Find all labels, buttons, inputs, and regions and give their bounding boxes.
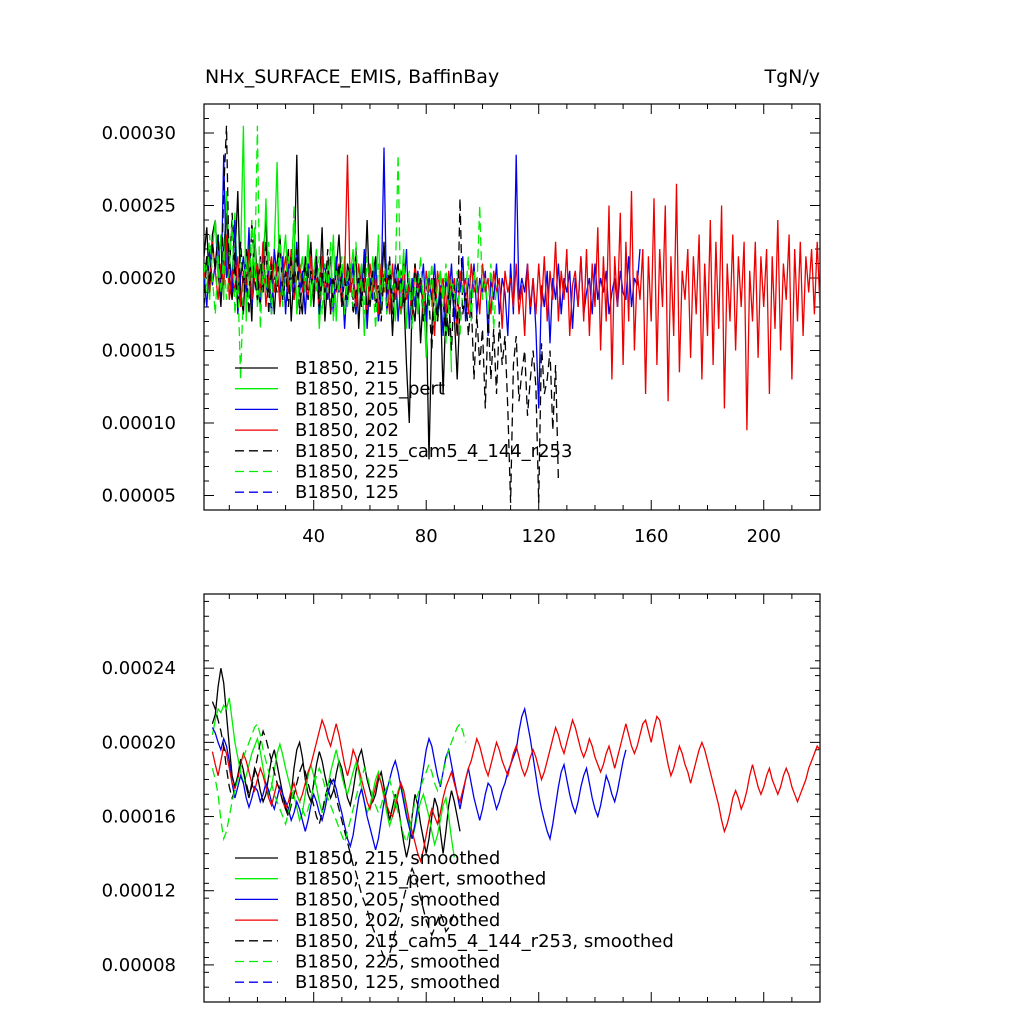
series-line-3 [204,154,820,431]
bottom-plot-frame [203,593,821,1003]
legend-label: B1850, 205, smoothed [295,889,500,910]
bottom-axis-ticks: 0.00008 0.00012 0.00016 0.00020 0.00024 [102,594,821,1003]
top-axis-ticks: 0.00005 0.00010 0.00015 0.00020 0.00025 0.000… [102,103,821,547]
x-tick-label: 160 [634,526,668,547]
series-line-4 [211,701,458,968]
legend-label: B1850, 215_cam5_4_144_r253 [295,441,572,462]
figure-title: NHx_SURFACE_EMIS, BaffinBay [205,66,499,88]
top-panel: 0.00005 0.00010 0.00015 0.00020 0.00025 0.000… [102,103,821,547]
x-tick-label: 120 [522,526,556,547]
legend-label: B1850, 202, smoothed [295,910,500,931]
y-tick-label: 0.00016 [102,807,176,828]
y-tick-label: 0.00010 [102,413,176,434]
y-tick-label: 0.00024 [102,658,176,679]
y-tick-label: 0.00020 [102,732,176,753]
legend-label: B1850, 225 [295,462,399,483]
series-line-5 [211,722,467,845]
legend-label: B1850, 215_cam5_4_144_r253, smoothed [295,931,674,952]
legend-label: B1850, 205 [295,399,399,420]
legend-label: B1850, 215_pert [295,379,445,400]
series-line-3 [211,714,820,864]
y-tick-label: 0.00020 [102,268,176,289]
y-tick-label: 0.00005 [102,486,176,507]
y-tick-label: 0.00025 [102,196,176,217]
top-series-group [204,125,820,503]
legend-label: B1850, 215_pert, smoothed [295,869,546,890]
y-tick-label: 0.00008 [102,955,176,976]
x-tick-label: 80 [415,526,438,547]
legend-label: B1850, 202 [295,420,399,441]
series-line-4 [204,125,560,503]
y-tick-label: 0.00012 [102,881,176,902]
legend-label: B1850, 225, smoothed [295,952,500,973]
figure-units: TgN/y [763,66,820,88]
y-tick-label: 0.00030 [102,123,176,144]
legend-label: B1850, 215, smoothed [295,848,500,869]
series-line-5 [204,125,498,380]
bottom-panel: 0.00008 0.00012 0.00016 0.00020 0.00024 B185… [102,593,821,1003]
series-line-1 [211,697,455,858]
y-tick-label: 0.00015 [102,341,176,362]
legend-label: B1850, 125, smoothed [295,972,500,993]
legend-label: B1850, 215 [295,358,399,379]
bottom-series-group [211,668,820,968]
x-tick-label: 200 [747,526,781,547]
x-tick-label: 40 [302,526,325,547]
legend-label: B1850, 125 [295,482,399,503]
series-line-2 [211,706,627,851]
